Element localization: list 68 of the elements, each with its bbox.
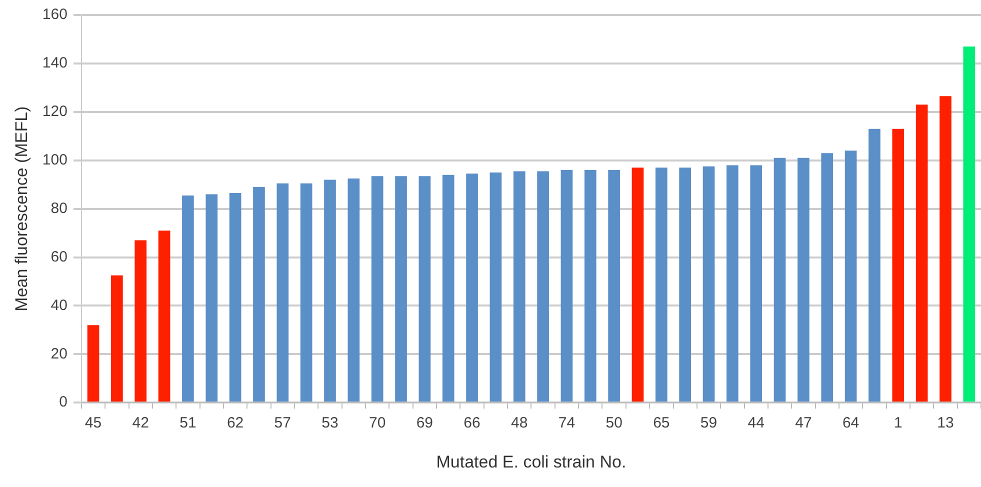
y-tick-label: 120 xyxy=(42,103,68,120)
x-tick-label: 65 xyxy=(653,414,670,432)
y-axis-title: Mean fluorescence (MEFL) xyxy=(12,106,31,312)
bar xyxy=(253,187,265,402)
x-tick-label: 1 xyxy=(894,414,902,432)
bar xyxy=(442,174,454,402)
bar xyxy=(229,193,242,402)
bar xyxy=(87,325,100,402)
bar xyxy=(844,150,857,402)
bar xyxy=(655,168,668,402)
bar xyxy=(750,165,762,402)
bar xyxy=(206,194,218,402)
bar xyxy=(916,104,928,402)
bar xyxy=(560,170,573,402)
bar xyxy=(868,128,880,402)
x-axis-title: Mutated E. coli strain No. xyxy=(436,452,626,472)
bar xyxy=(324,180,336,402)
bar xyxy=(371,176,384,402)
x-tick-label: 66 xyxy=(464,414,480,432)
y-tick-label: 100 xyxy=(42,151,68,168)
y-tick-label: 20 xyxy=(50,345,68,362)
bar xyxy=(348,178,360,402)
bar xyxy=(963,46,976,402)
bar xyxy=(490,172,502,402)
y-tick-label: 40 xyxy=(50,296,68,314)
bar xyxy=(798,158,810,402)
x-tick-label: 53 xyxy=(322,414,338,432)
bar xyxy=(821,153,834,402)
bar xyxy=(726,165,738,402)
x-tick-label: 59 xyxy=(700,414,718,432)
bar xyxy=(632,168,644,402)
y-tick-label: 0 xyxy=(59,394,68,411)
bar xyxy=(774,158,786,402)
x-tick-label: 69 xyxy=(416,414,434,432)
y-tick-label: 160 xyxy=(42,6,68,24)
x-tick-label: 57 xyxy=(274,414,291,432)
y-tick-label: 140 xyxy=(42,54,68,72)
bar xyxy=(300,183,312,402)
bar xyxy=(418,176,431,402)
bar xyxy=(679,168,692,402)
bar xyxy=(466,174,478,402)
bar xyxy=(395,176,407,402)
x-tick-label: 74 xyxy=(558,414,576,432)
x-tick-label: 13 xyxy=(937,414,954,432)
bar xyxy=(537,171,549,402)
bar xyxy=(182,195,194,402)
x-tick-label: 45 xyxy=(84,414,102,432)
bar xyxy=(111,275,123,402)
x-tick-label: 48 xyxy=(511,414,528,432)
x-tick-label: 47 xyxy=(795,414,812,432)
x-tick-label: 42 xyxy=(132,414,149,432)
bar xyxy=(702,166,715,402)
bar xyxy=(134,240,147,402)
x-tick-label: 51 xyxy=(180,414,196,432)
bar xyxy=(584,170,596,402)
y-tick-label: 80 xyxy=(50,200,68,217)
x-tick-label: 50 xyxy=(606,414,622,432)
y-tick-label: 60 xyxy=(50,248,68,266)
bar xyxy=(892,128,904,402)
bar xyxy=(513,171,526,402)
x-tick-label: 70 xyxy=(368,414,386,432)
bar xyxy=(158,230,170,402)
bar xyxy=(940,96,952,402)
x-tick-label: 44 xyxy=(748,414,764,432)
bar xyxy=(276,183,289,402)
bar xyxy=(608,170,620,402)
x-tick-label: 64 xyxy=(842,414,860,432)
x-tick-label: 62 xyxy=(226,414,244,432)
